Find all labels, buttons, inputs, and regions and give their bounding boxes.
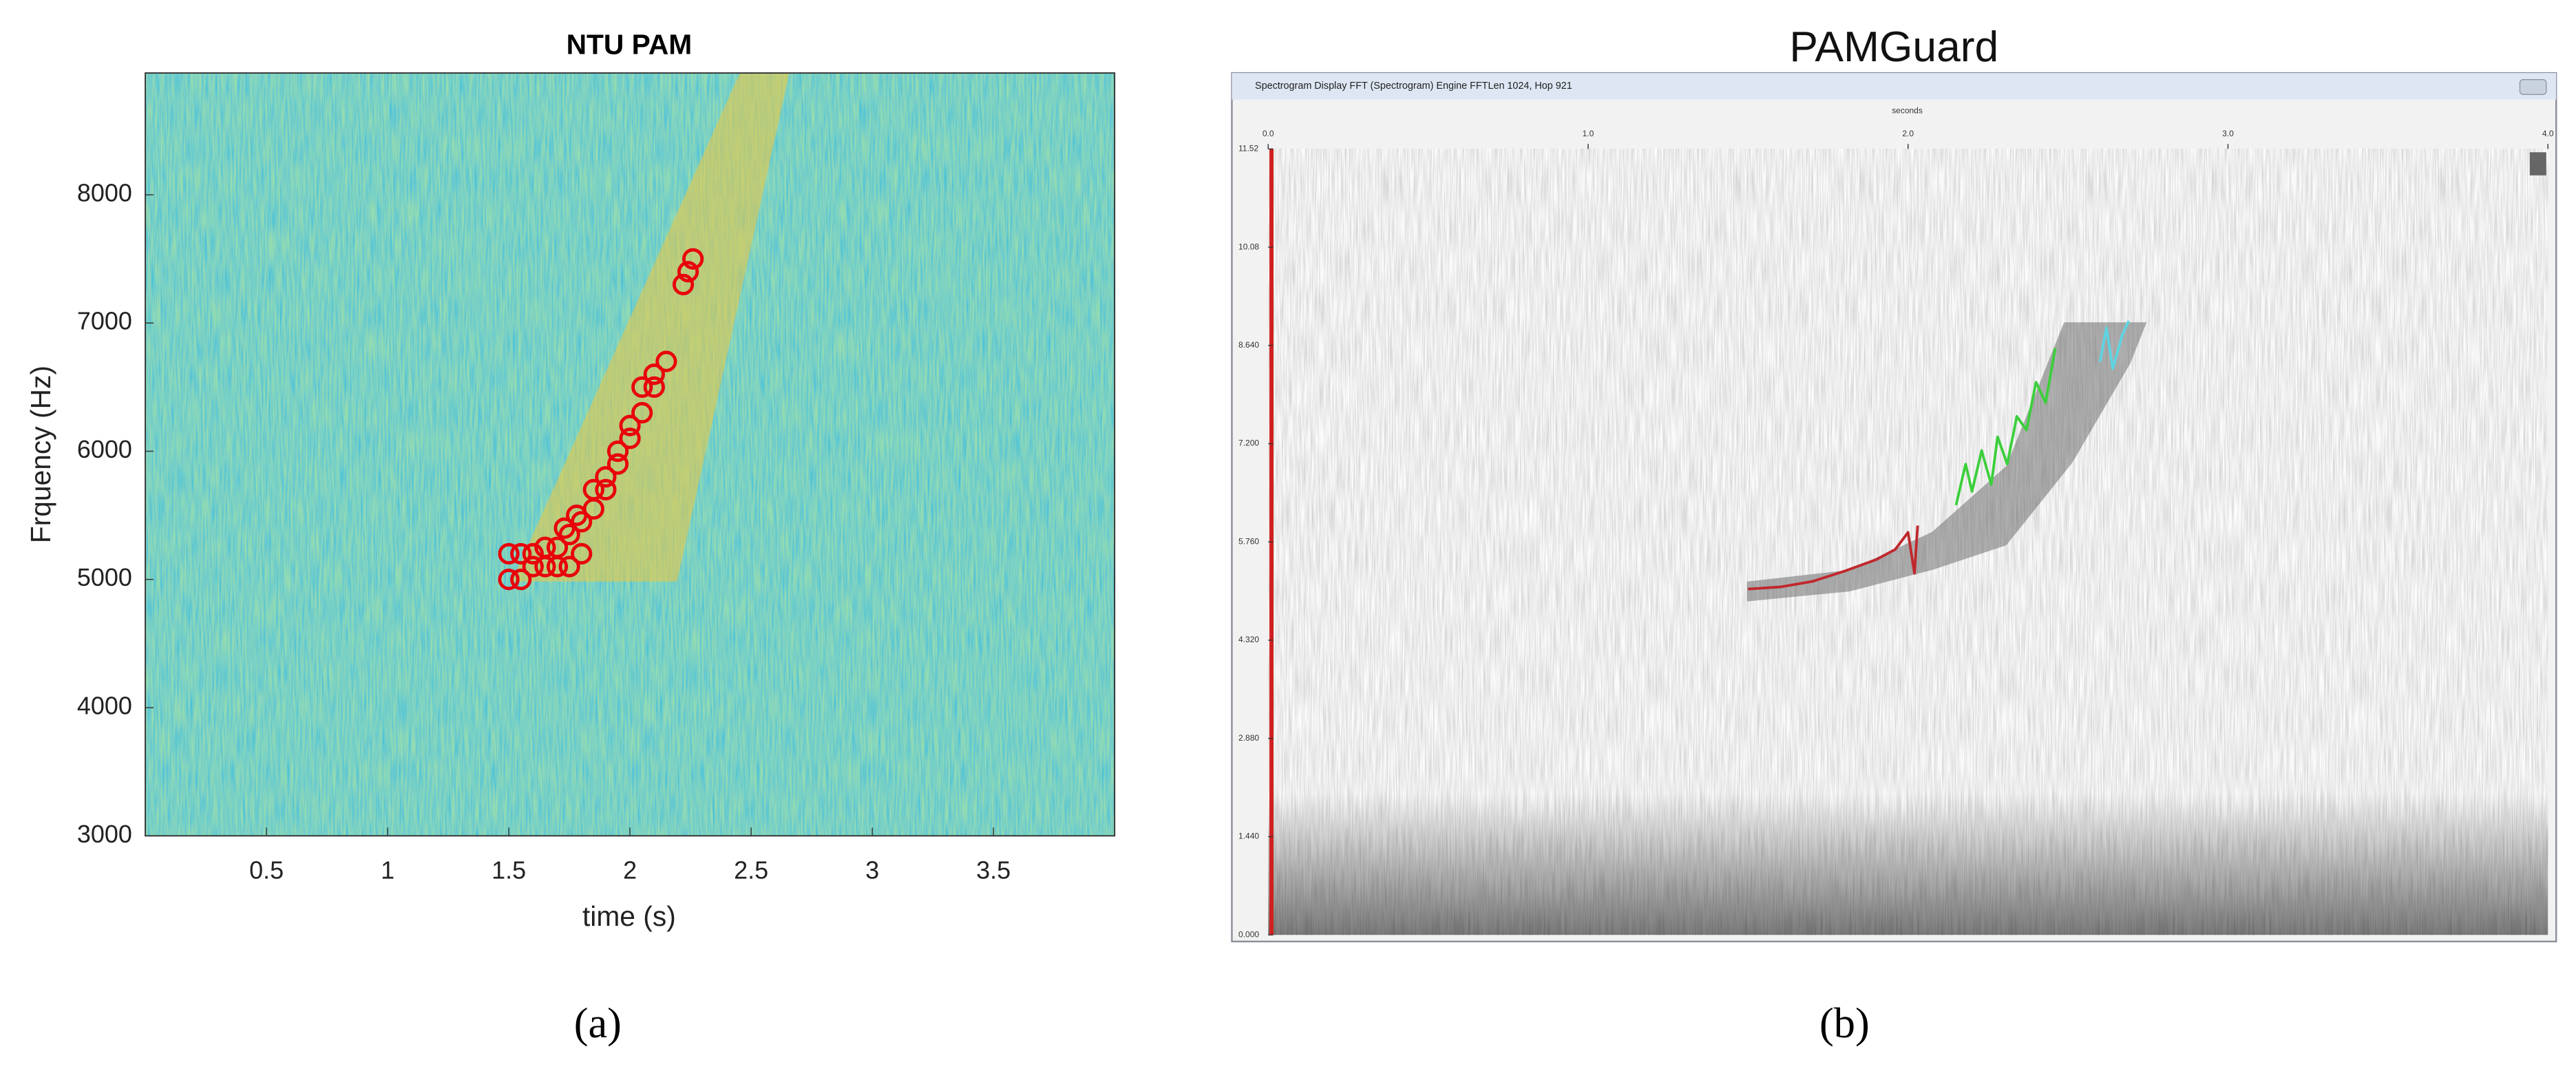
y-tick-label: 6000 <box>77 435 132 463</box>
y-tick-label: 3000 <box>77 820 132 848</box>
x-tick-label: 1 <box>381 856 394 885</box>
point <box>510 542 532 565</box>
x-tick-label: 2.5 <box>734 856 768 885</box>
point <box>595 478 617 500</box>
point <box>582 478 604 500</box>
trace <box>1748 525 1919 591</box>
y-tick-label: 4000 <box>77 692 132 720</box>
trace <box>2098 320 2131 370</box>
point <box>571 542 593 565</box>
x-tick-label: 1.5 <box>492 856 526 885</box>
scroll-thumb[interactable] <box>2529 152 2546 176</box>
x-tick-label: 1.0 <box>1583 129 1594 138</box>
x-tick-label: 3.0 <box>2222 129 2234 138</box>
point <box>595 466 617 488</box>
y-tick-label: 2.880 <box>1238 733 1259 743</box>
title-bar <box>1232 73 2557 100</box>
window-title: Spectrogram Display FFT (Spectrogram) En… <box>1255 81 1572 92</box>
point <box>631 376 653 398</box>
point <box>672 273 695 295</box>
point <box>510 569 532 591</box>
point <box>522 542 544 565</box>
point <box>655 350 677 372</box>
x-axis-label: time (s) <box>582 900 676 932</box>
y-tick-label: 8000 <box>77 178 132 207</box>
x-tick-label: 2.0 <box>1902 129 1914 138</box>
point <box>606 440 629 463</box>
chart-title: PAMGuard <box>1789 23 1998 71</box>
y-tick-label: 1.440 <box>1238 832 1259 841</box>
point <box>606 453 629 475</box>
y-tick-label: 10.08 <box>1238 242 1259 251</box>
point <box>619 414 641 436</box>
point <box>643 376 665 398</box>
y-tick-label: 5.760 <box>1238 536 1259 546</box>
point <box>631 402 653 424</box>
y-tick-label: 7000 <box>77 307 132 335</box>
chart-title: NTU PAM <box>567 28 693 60</box>
point <box>522 555 544 578</box>
point <box>498 569 520 591</box>
x-axis-label: seconds <box>1892 105 1923 115</box>
y-axis-label: Frquency (Hz) <box>25 366 56 543</box>
chirp-energy <box>511 73 790 582</box>
point <box>643 363 665 385</box>
low-frequency-band <box>1268 792 2548 935</box>
y-tick-label: 7.200 <box>1238 438 1259 448</box>
point <box>498 542 520 565</box>
y-tick-label: 11.52 <box>1238 144 1258 154</box>
point <box>558 555 580 578</box>
point <box>677 261 699 283</box>
y-tick-label: 5000 <box>77 563 132 591</box>
point <box>682 248 704 270</box>
x-tick-label: 0.0 <box>1263 129 1274 138</box>
x-tick-label: 2 <box>623 856 637 885</box>
point <box>546 555 569 578</box>
y-tick-label: 8.640 <box>1238 340 1259 350</box>
x-tick-label: 3.5 <box>976 856 1011 885</box>
x-tick-label: 4.0 <box>2542 129 2554 138</box>
caption: (b) <box>1819 999 1870 1047</box>
y-tick-label: 4.320 <box>1238 635 1259 644</box>
y-tick-label: 0.000 <box>1238 929 1259 939</box>
x-tick-label: 3 <box>865 856 879 885</box>
point <box>619 427 641 449</box>
caption: (a) <box>574 999 622 1047</box>
trace <box>1954 348 2057 506</box>
window-button[interactable] <box>2519 79 2547 95</box>
x-tick-label: 0.5 <box>249 856 284 885</box>
point <box>534 536 556 558</box>
